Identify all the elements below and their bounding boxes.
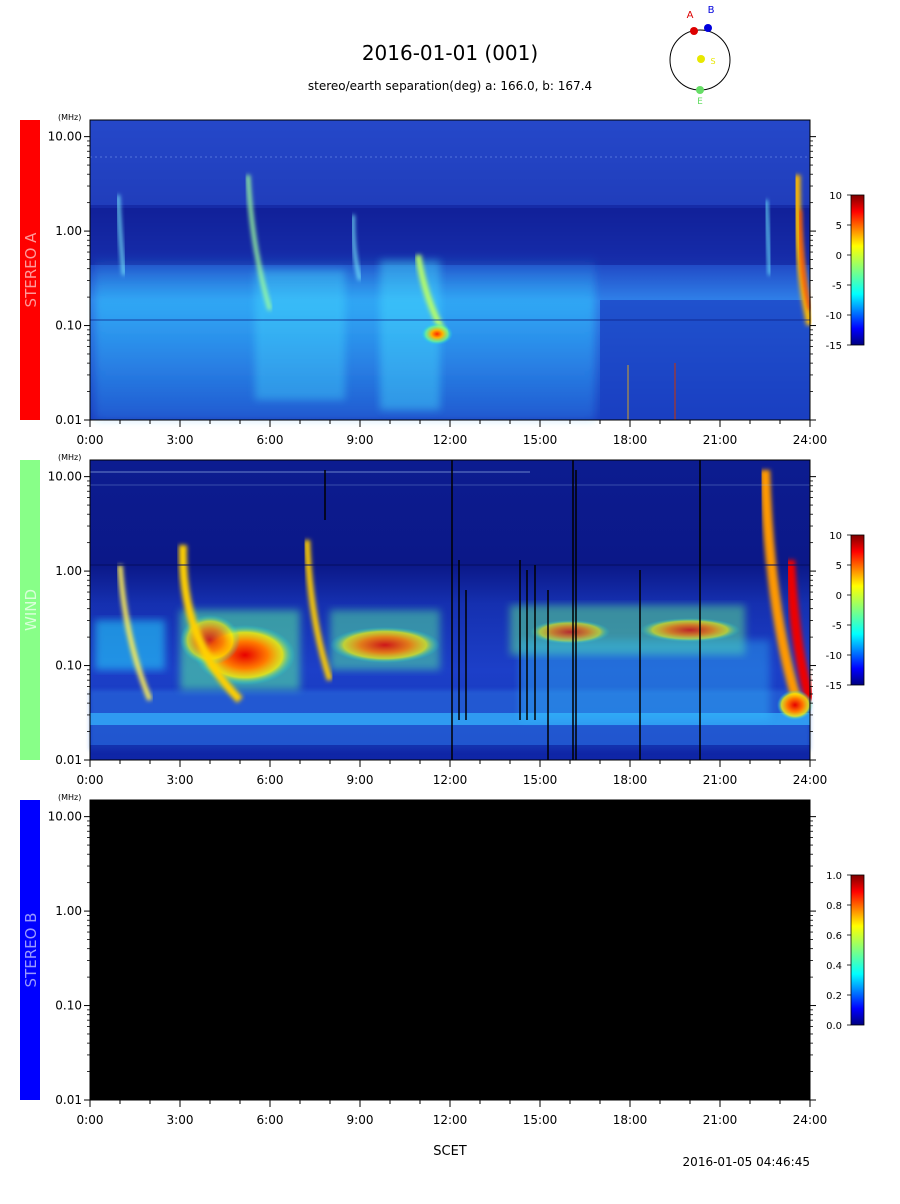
- x-tick-label: 24:00: [793, 1113, 828, 1127]
- colorbar-tick-label: 0.6: [826, 931, 842, 942]
- earth-label: E: [697, 97, 703, 107]
- x-tick-label: 21:00: [703, 1113, 738, 1127]
- x-tick-label: 12:00: [433, 773, 468, 787]
- stereo-a-x-ticks: 0:00 3:00 6:00 9:00 12:00 15:00 18:00 21:00 24:0…: [77, 420, 828, 447]
- generation-timestamp: 2016-01-05 04:46:45: [683, 1155, 810, 1169]
- x-tick-label: 24:00: [793, 433, 828, 447]
- stereo-b-y-ticks: 10.00 1.00 0.10 0.01: [48, 810, 816, 1107]
- y-tick-label: 0.01: [55, 413, 82, 427]
- stereo-b-colorbar: 1.0 0.8 0.6 0.4 0.2 0.0: [826, 871, 865, 1032]
- x-tick-label: 9:00: [347, 433, 374, 447]
- y-tick-label: 10.00: [48, 470, 82, 484]
- stereo-b-spectrogram: [90, 800, 810, 1100]
- y-tick-label: 0.10: [55, 659, 82, 673]
- panel-wind: WIND: [20, 453, 865, 787]
- x-tick-label: 9:00: [347, 773, 374, 787]
- colorbar-tick-label: 10: [829, 531, 842, 542]
- stereo-b-y-unit: (MHz): [58, 793, 81, 802]
- x-tick-label: 3:00: [167, 773, 194, 787]
- stereo-b-marker: [704, 24, 712, 32]
- colorbar-tick-label: 1.0: [826, 871, 842, 882]
- orbit-diagram: A B S E: [669, 5, 731, 107]
- colorbar-tick-label: 0.8: [826, 901, 842, 912]
- colorbar-tick-label: -10: [826, 311, 842, 322]
- x-tick-label: 12:00: [433, 1113, 468, 1127]
- stereo-b-side-label: STEREO B: [22, 913, 40, 988]
- y-tick-label: 1.00: [55, 904, 82, 918]
- y-tick-label: 0.01: [55, 753, 82, 767]
- figure-title: 2016-01-01 (001): [362, 41, 538, 65]
- x-tick-label: 3:00: [167, 1113, 194, 1127]
- colorbar-tick-label: 5: [836, 561, 842, 572]
- x-tick-label: 0:00: [77, 1113, 104, 1127]
- y-tick-label: 1.00: [55, 224, 82, 238]
- stereo-a-y-unit: (MHz): [58, 113, 81, 122]
- colorbar-tick-label: -10: [826, 651, 842, 662]
- x-tick-label: 18:00: [613, 433, 648, 447]
- x-tick-label: 15:00: [523, 1113, 558, 1127]
- stereo-a-spectrogram: [90, 120, 814, 420]
- panel-stereo-a: STEREO A (MHz) 10.001.000.100.01 0:00 3:0: [20, 113, 865, 447]
- stereo-a-colorbar: 10 5 0 -5 -10 -15: [826, 191, 865, 352]
- x-tick-label: 18:00: [613, 1113, 648, 1127]
- y-tick-label: 1.00: [55, 564, 82, 578]
- wind-side-bar: [20, 460, 40, 760]
- stereo-b-label: B: [708, 5, 715, 16]
- colorbar-tick-label: 10: [829, 191, 842, 202]
- colorbar-tick-label: 5: [836, 221, 842, 232]
- wind-side-label: WIND: [22, 589, 40, 631]
- wind-y-ticks: 10.00 1.00 0.10 0.01: [48, 470, 816, 767]
- colorbar-tick-label: 0: [836, 251, 842, 262]
- x-tick-label: 21:00: [703, 773, 738, 787]
- colorbar-tick-label: 0.2: [826, 991, 842, 1002]
- wind-x-ticks: 0:00 3:00 6:00 9:00 12:00 15:00 18:00 21:00 24:0…: [77, 760, 828, 787]
- y-tick-label: 0.01: [55, 1093, 82, 1107]
- colorbar-tick-label: -15: [826, 681, 842, 692]
- y-tick-label: 10.00: [48, 130, 82, 144]
- x-tick-label: 24:00: [793, 773, 828, 787]
- stereo-a-y-ticks: 10.00 1.00 0.10 0.01: [48, 130, 816, 427]
- stereo-a-side-label: STEREO A: [22, 232, 40, 308]
- wind-colorbar: 10 5 0 -5 -10 -15: [826, 531, 865, 692]
- stereo-a-marker: [690, 27, 698, 35]
- colorbar-tick-label: -5: [832, 281, 842, 292]
- x-axis-label: SCET: [433, 1144, 467, 1159]
- x-tick-label: 3:00: [167, 433, 194, 447]
- colorbar-tick-label: 0.0: [826, 1021, 842, 1032]
- x-tick-label: 6:00: [257, 1113, 284, 1127]
- earth-marker: [696, 86, 704, 94]
- x-tick-label: 6:00: [257, 433, 284, 447]
- x-tick-label: 21:00: [703, 433, 738, 447]
- x-tick-label: 0:00: [77, 773, 104, 787]
- colorbar-tick-label: -5: [832, 621, 842, 632]
- x-tick-label: 12:00: [433, 433, 468, 447]
- y-tick-label: 10.00: [48, 810, 82, 824]
- x-tick-label: 0:00: [77, 433, 104, 447]
- colorbar-tick-label: 0.4: [826, 961, 842, 972]
- panel-stereo-b: STEREO B (MHz) 10.00 1.00 0.10 0.01 0:00 3:0…: [20, 793, 865, 1127]
- y-tick-label: 0.10: [55, 319, 82, 333]
- stereo-b-x-ticks: 0:00 3:00 6:00 9:00 12:00 15:00 18:00 21:00 24:0…: [77, 1100, 828, 1127]
- stereo-a-side-bar: [20, 120, 40, 420]
- x-tick-label: 9:00: [347, 1113, 374, 1127]
- colorbar-tick-label: -15: [826, 341, 842, 352]
- x-tick-label: 15:00: [523, 433, 558, 447]
- wind-y-unit: (MHz): [58, 453, 81, 462]
- colorbar-tick-label: 0: [836, 591, 842, 602]
- x-tick-label: 6:00: [257, 773, 284, 787]
- figure-subtitle: stereo/earth separation(deg) a: 166.0, b…: [308, 79, 592, 93]
- sun-label: S: [710, 57, 715, 66]
- x-tick-label: 18:00: [613, 773, 648, 787]
- y-tick-label: 0.10: [55, 999, 82, 1013]
- stereo-b-side-bar: [20, 800, 40, 1100]
- wind-spectrogram: [90, 460, 815, 760]
- stereo-a-label: A: [687, 10, 694, 21]
- sun-marker: [697, 55, 705, 63]
- x-tick-label: 15:00: [523, 773, 558, 787]
